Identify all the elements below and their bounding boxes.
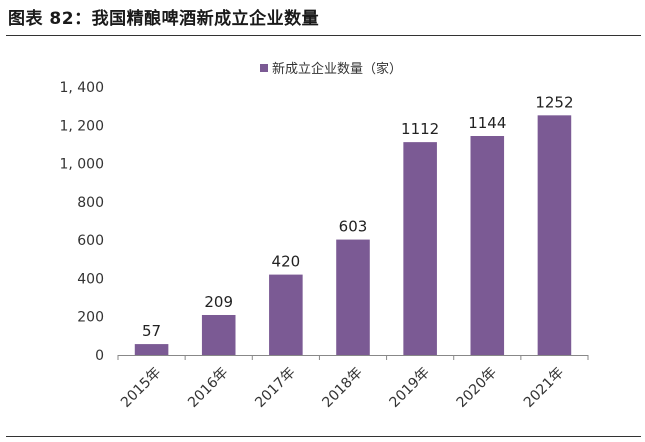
bar: [134, 344, 169, 355]
data-label: 603: [339, 218, 368, 236]
y-axis-labels: 0 200 400 600 800 1, 000 1, 200 1, 400: [59, 80, 104, 364]
y-tick-label: 1, 400: [59, 80, 104, 96]
data-label: 1252: [535, 93, 573, 111]
y-tick-label: 200: [77, 310, 104, 326]
x-tick-label: 2016年: [185, 365, 231, 411]
x-tick-label: 2015年: [118, 365, 164, 411]
data-label: 1112: [401, 120, 439, 138]
x-tick-label: 2017年: [252, 365, 298, 411]
data-label: 57: [142, 322, 161, 340]
x-tick-label: 2019年: [387, 365, 433, 411]
y-tick-label: 600: [77, 233, 104, 249]
data-labels: 57 209 420 603 1112 1144 1252: [142, 93, 573, 340]
legend-swatch: [260, 64, 268, 72]
bar: [201, 314, 236, 355]
legend-label: 新成立企业数量（家）: [272, 61, 402, 77]
x-tick-label: 2020年: [454, 365, 500, 411]
data-label: 1144: [468, 114, 506, 132]
title-divider: [6, 35, 641, 36]
bar: [537, 115, 572, 356]
y-tick-label: 800: [77, 195, 104, 211]
bar: [269, 274, 303, 355]
y-tick-label: 400: [77, 271, 104, 287]
bar-series: [134, 115, 572, 356]
x-tick-label: 2021年: [521, 365, 567, 411]
data-label: 209: [204, 293, 233, 311]
y-tick-label: 1, 000: [59, 157, 104, 173]
x-tick-label: 2018年: [319, 365, 365, 411]
y-tick-label: 1, 200: [59, 118, 104, 134]
bar: [470, 136, 505, 355]
data-label: 420: [272, 253, 301, 271]
chart-legend: 新成立企业数量（家）: [260, 61, 402, 77]
bottom-divider: [6, 436, 641, 437]
bar: [336, 239, 370, 355]
y-tick-label: 0: [95, 348, 104, 364]
x-axis-labels: 2015年 2016年 2017年 2018年 2019年 2020年 2021年: [118, 365, 567, 411]
figure-title: 图表 82：我国精酿啤酒新成立企业数量: [8, 9, 320, 29]
x-axis-ticks: [117, 355, 589, 360]
bar: [403, 142, 437, 355]
